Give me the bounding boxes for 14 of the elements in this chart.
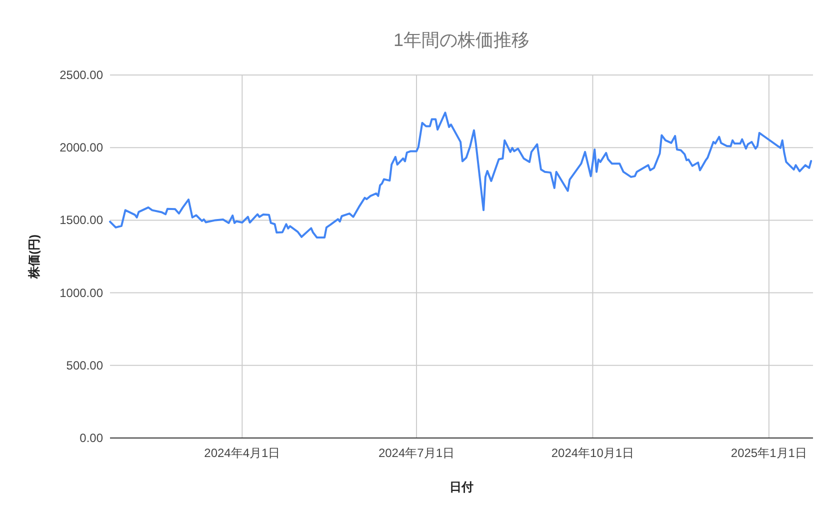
chart-title: 1年間の株価推移 <box>393 30 530 50</box>
y-axis-title: 株価(円) <box>27 234 41 280</box>
x-tick-label: 2024年10月1日 <box>551 446 634 460</box>
y-tick-label: 0.00 <box>80 431 104 445</box>
y-tick-label: 2500.00 <box>60 68 104 82</box>
x-tick-label: 2024年4月1日 <box>204 446 280 460</box>
y-tick-label: 2000.00 <box>60 140 104 155</box>
line-series <box>109 112 812 238</box>
x-axis-title: 日付 <box>450 480 474 494</box>
x-tick-label: 2025年1月1日 <box>730 446 807 460</box>
y-tick-label: 1000.00 <box>60 286 104 300</box>
y-tick-label: 500.00 <box>66 358 104 372</box>
y-tick-label: 1500.00 <box>60 213 104 228</box>
x-tick-label: 2024年7月1日 <box>378 446 455 460</box>
